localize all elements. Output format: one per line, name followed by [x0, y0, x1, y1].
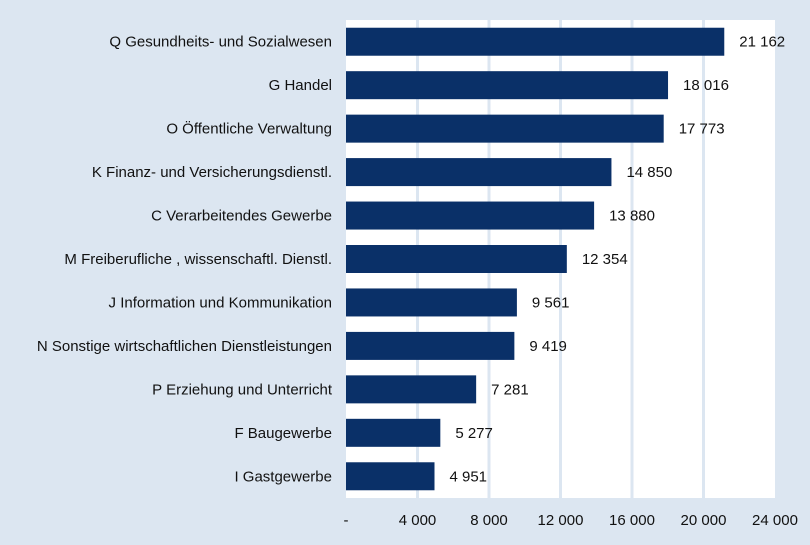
- category-label: K Finanz- und Versicherungsdienstl.: [92, 164, 332, 181]
- x-tick-label: 12 000: [538, 512, 584, 529]
- category-label: F Baugewerbe: [234, 425, 332, 442]
- category-label: C Verarbeitendes Gewerbe: [151, 208, 332, 225]
- category-label: N Sonstige wirtschaftlichen Dienstleistu…: [37, 338, 332, 355]
- x-tick-label: 4 000: [399, 512, 437, 529]
- bar: [346, 158, 612, 187]
- bar: [346, 331, 515, 360]
- x-tick-label: 8 000: [470, 512, 508, 529]
- data-label: 9 561: [532, 294, 570, 311]
- bar: [346, 114, 664, 143]
- category-label: G Handel: [269, 77, 332, 94]
- category-label: O Öffentliche Verwaltung: [166, 120, 332, 138]
- bar: [346, 27, 725, 56]
- bar: [346, 245, 567, 273]
- data-label: 14 850: [626, 164, 672, 181]
- x-tick-label: -: [344, 512, 349, 529]
- bar: [346, 71, 669, 100]
- category-label: J Information und Kommunikation: [109, 294, 332, 311]
- data-label: 12 354: [582, 251, 628, 268]
- data-label: 13 880: [609, 208, 655, 225]
- data-label: 18 016: [683, 77, 729, 94]
- data-label: 4 951: [449, 468, 487, 485]
- x-tick-label: 20 000: [681, 512, 727, 529]
- category-label: I Gastgewerbe: [234, 468, 332, 485]
- bar: [346, 201, 595, 230]
- category-label: P Erziehung und Unterricht: [152, 381, 333, 398]
- data-label: 7 281: [491, 381, 529, 398]
- data-label: 17 773: [679, 121, 725, 138]
- category-label: M Freiberufliche , wissenschaftl. Dienst…: [64, 251, 332, 268]
- bar: [346, 288, 517, 317]
- data-label: 9 419: [529, 338, 567, 355]
- bar: [346, 418, 441, 447]
- bar: [346, 375, 477, 404]
- bar: [346, 462, 435, 491]
- x-tick-label: 24 000: [752, 512, 798, 529]
- x-tick-label: 16 000: [609, 512, 655, 529]
- data-label: 21 162: [739, 34, 785, 51]
- category-label: Q Gesundheits- und Sozialwesen: [109, 34, 332, 51]
- data-label: 5 277: [455, 425, 493, 442]
